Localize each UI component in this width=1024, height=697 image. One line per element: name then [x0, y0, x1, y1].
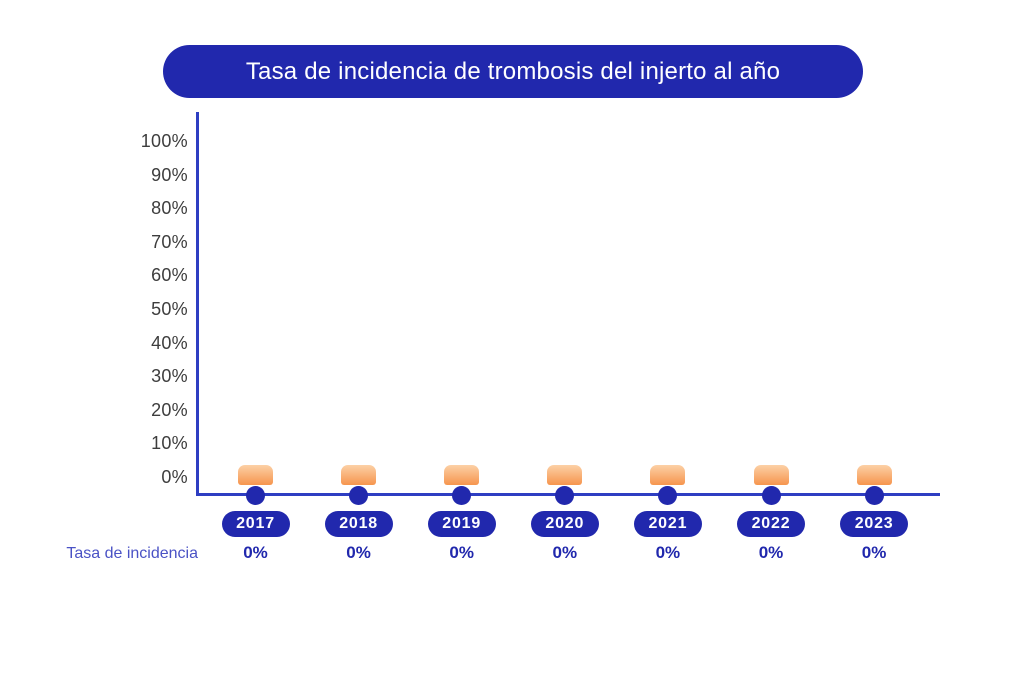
y-tick-label: 70% [151, 231, 188, 252]
bar-2019 [444, 465, 480, 485]
y-tick-label: 30% [151, 366, 188, 387]
value-label-2021: 0% [655, 543, 681, 562]
axis-dot-2018 [349, 486, 369, 505]
bar-2022 [753, 465, 789, 485]
bar-2023 [856, 465, 892, 485]
year-badge-2017: 2017 [221, 511, 290, 537]
year-badge-2020: 2020 [530, 511, 599, 537]
series-legend-label: Tasa de incidencia [66, 545, 198, 562]
axis-dot-2017 [246, 486, 265, 505]
bar-2017 [238, 465, 273, 485]
chart-title-pill: Tasa de incidencia de trombosis del inje… [163, 45, 863, 98]
axis-dot-2021 [658, 486, 678, 505]
year-badge-2022: 2022 [737, 511, 805, 537]
y-tick-label: 50% [151, 299, 188, 319]
value-label-2022: 0% [758, 543, 784, 562]
bar-2018 [341, 465, 377, 485]
value-label-2019: 0% [449, 543, 474, 562]
y-tick-label: 80% [151, 198, 188, 219]
chart-title: Tasa de incidencia de trombosis del inje… [245, 57, 781, 85]
axis-dot-2022 [761, 486, 781, 505]
axis-dot-2023 [864, 486, 884, 505]
bar-2021 [650, 465, 686, 485]
year-badge-2018: 2018 [324, 511, 393, 537]
axis-dot-2019 [452, 486, 472, 505]
value-label-2018: 0% [346, 543, 371, 562]
year-badge-2019: 2019 [427, 511, 496, 537]
year-badge-2021: 2021 [633, 511, 702, 537]
y-axis-line [196, 112, 199, 496]
value-label-2020: 0% [552, 543, 578, 562]
y-tick-label: 0% [161, 467, 188, 487]
y-tick-label: 100% [140, 131, 188, 151]
bar-2020 [547, 465, 583, 485]
y-tick-label: 90% [151, 164, 188, 185]
value-label-2017: 0% [243, 543, 268, 562]
y-tick-label: 20% [151, 399, 188, 420]
year-badge-2023: 2023 [840, 511, 909, 537]
value-label-2023: 0% [861, 543, 887, 562]
y-tick-label: 10% [151, 433, 188, 454]
y-tick-label: 60% [151, 265, 188, 286]
y-tick-label: 40% [151, 332, 188, 353]
axis-dot-2020 [555, 486, 575, 505]
